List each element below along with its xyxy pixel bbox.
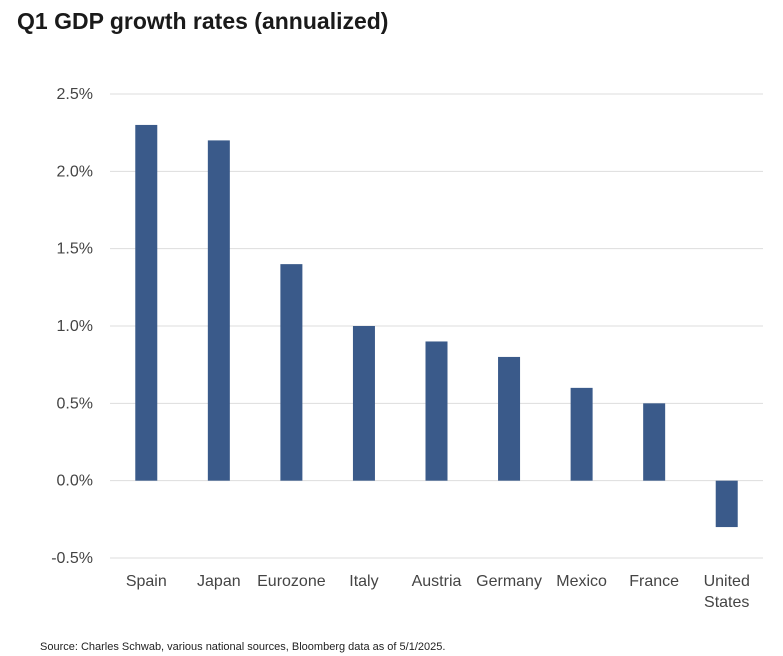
y-tick-label: 0.0% [57,473,93,490]
bar [425,341,448,481]
y-tick-label: -0.5% [51,550,93,567]
bar [135,124,158,481]
bar [570,387,593,481]
bar [207,140,230,481]
bars [135,124,738,528]
x-category-label: France [629,573,679,590]
bar [643,403,666,481]
y-tick-label: 2.0% [57,163,93,180]
chart-title: Q1 GDP growth rates (annualized) [17,8,389,34]
bar [352,326,375,481]
bar [715,480,738,528]
x-category-label: Eurozone [257,573,326,590]
y-tick-label: 0.5% [57,395,93,412]
x-category-label: Italy [349,573,378,590]
y-axis-tick-labels: 2.5% 2.0% 1.5% 1.0% 0.5% 0.0% -0.5% [51,86,93,567]
x-category-label: Austria [412,573,462,590]
bar [498,356,521,481]
x-category-label: Spain [126,573,167,590]
x-category-label: Germany [476,573,542,590]
y-tick-label: 1.5% [57,241,93,258]
x-category-label: United States [704,573,750,611]
y-tick-label: 1.0% [57,318,93,335]
x-axis-category-labels: Spain Japan Eurozone Italy Austria Germany Mex… [126,573,750,611]
bar [280,264,303,481]
source-note: Source: Charles Schwab, various national… [40,641,446,653]
y-tick-label: 2.5% [57,86,93,103]
x-category-label: Japan [197,573,241,590]
x-category-label: Mexico [556,573,607,590]
